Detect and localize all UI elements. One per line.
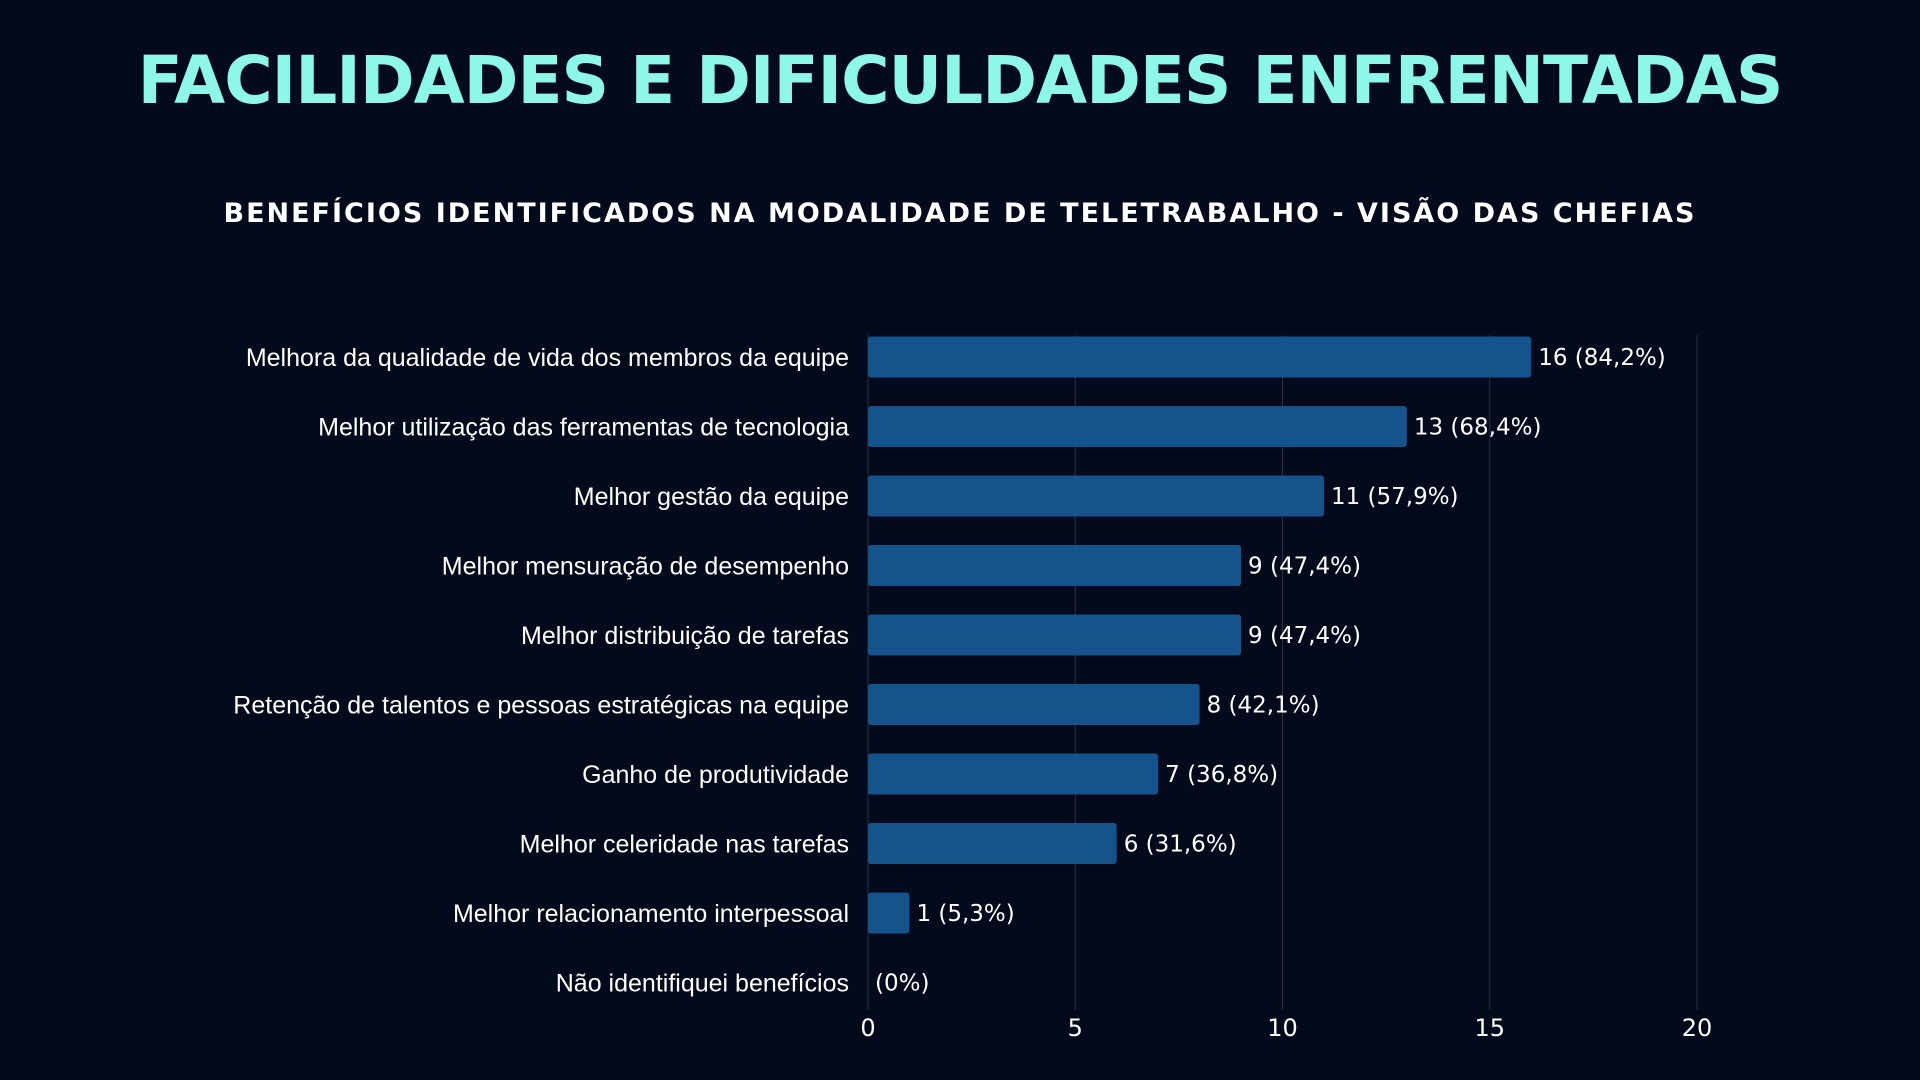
bar <box>868 545 1242 586</box>
bar <box>868 684 1200 725</box>
data-label: 9 (47,4%) <box>1248 554 1361 580</box>
data-label: 8 (42,1%) <box>1207 693 1320 719</box>
bar <box>868 336 1532 378</box>
category-label: Melhora da qualidade de vida dos membros… <box>246 344 849 372</box>
data-label: 11 (57,9%) <box>1331 484 1459 510</box>
bar <box>868 892 910 934</box>
bar <box>868 753 1159 795</box>
x-tick-label: 10 <box>1267 1014 1298 1042</box>
data-label: 13 (68,4%) <box>1414 415 1542 441</box>
bar <box>868 823 1117 864</box>
category-label: Melhor relacionamento interpessoal <box>453 900 849 928</box>
label-layer: Melhora da qualidade de vida dos membros… <box>233 344 1665 998</box>
category-label: Melhor distribuição de tarefas <box>521 622 849 650</box>
grid-layer <box>867 335 1698 1010</box>
bar-layer <box>868 336 1532 934</box>
data-label: (0%) <box>875 971 929 997</box>
data-label: 7 (36,8%) <box>1165 762 1278 788</box>
category-label: Melhor utilização das ferramentas de tec… <box>318 414 849 442</box>
x-tick-label: 20 <box>1682 1014 1713 1042</box>
x-tick-label: 0 <box>860 1014 875 1042</box>
x-tick-label: 5 <box>1068 1014 1083 1042</box>
category-label: Melhor mensuração de desempenho <box>442 553 849 581</box>
category-label: Não identifiquei benefícios <box>556 970 849 998</box>
x-tick-label: 15 <box>1474 1014 1505 1042</box>
tick-layer: 0 5 10 15 20 <box>860 1014 1712 1042</box>
category-label: Melhor gestão da equipe <box>574 483 849 511</box>
bar <box>868 614 1242 656</box>
bar <box>868 406 1407 447</box>
data-label: 1 (5,3%) <box>916 901 1014 927</box>
category-label: Ganho de produtividade <box>582 761 849 789</box>
data-label: 9 (47,4%) <box>1248 623 1361 649</box>
category-label: Retenção de talentos e pessoas estratégi… <box>233 692 849 720</box>
chart-subtitle: BENEFÍCIOS IDENTIFICADOS NA MODALIDADE D… <box>223 198 1697 229</box>
data-label: 16 (84,2%) <box>1538 345 1666 371</box>
bar <box>868 475 1324 517</box>
data-label: 6 (31,6%) <box>1124 832 1237 858</box>
page-title: FACILIDADES E DIFICULDADES ENFRENTADAS <box>137 42 1784 119</box>
category-label: Melhor celeridade nas tarefas <box>520 831 849 859</box>
